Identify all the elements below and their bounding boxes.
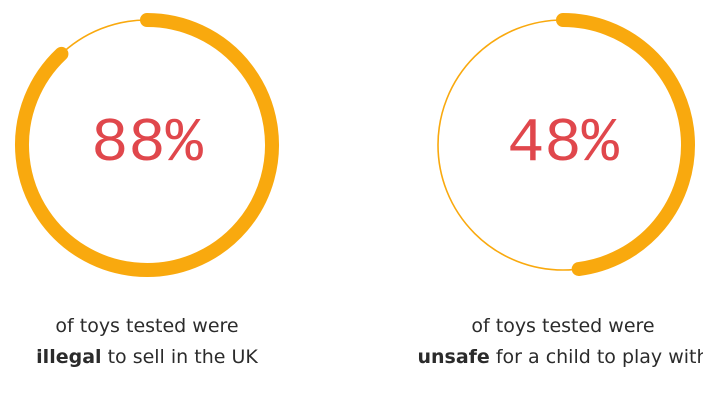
caption-line-2: to sell in the UK	[107, 346, 258, 368]
caption-line-2: for a child to play with	[495, 346, 703, 368]
percentage-value: 88%	[91, 108, 203, 179]
caption-emphasis: illegal	[36, 346, 102, 368]
ring-progress-arc	[15, 13, 279, 277]
caption-line-1: of toys tested were	[55, 315, 239, 337]
caption-emphasis: unsafe	[417, 346, 490, 368]
progress-ring	[15, 13, 279, 277]
stat-caption: of toys tested were illegal to sell in t…	[0, 311, 297, 373]
caption-line-1: of toys tested were	[471, 315, 655, 337]
stat-caption: of toys tested were unsafe for a child t…	[413, 311, 703, 373]
percentage-value: 48%	[507, 108, 619, 179]
progress-ring	[437, 13, 695, 277]
ring-progress-arc	[556, 13, 695, 277]
